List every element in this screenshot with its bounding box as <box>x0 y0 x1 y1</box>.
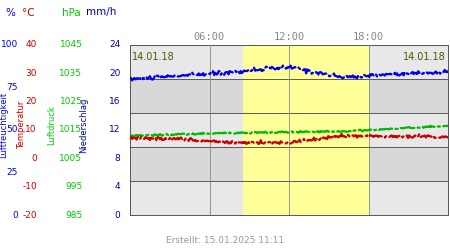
Text: 1045: 1045 <box>59 40 82 50</box>
Text: 16: 16 <box>109 97 121 106</box>
Text: Niederschlag: Niederschlag <box>79 97 88 153</box>
Text: 0: 0 <box>31 154 37 163</box>
Text: 1015: 1015 <box>59 126 82 134</box>
Text: 25: 25 <box>7 168 18 177</box>
Text: mm/h: mm/h <box>86 8 117 18</box>
Bar <box>243 45 369 215</box>
Text: -20: -20 <box>22 210 37 220</box>
Text: 995: 995 <box>65 182 82 191</box>
Text: 50: 50 <box>6 126 18 134</box>
Text: 1035: 1035 <box>59 69 82 78</box>
Text: 0: 0 <box>12 210 18 220</box>
Text: 14.01.18: 14.01.18 <box>132 52 175 62</box>
Text: 0: 0 <box>115 210 121 220</box>
Text: hPa: hPa <box>62 8 81 18</box>
Bar <box>130 45 448 79</box>
Text: 75: 75 <box>6 83 18 92</box>
Text: 12: 12 <box>109 126 121 134</box>
Text: Luftdruck: Luftdruck <box>47 105 56 145</box>
Text: 24: 24 <box>109 40 121 50</box>
Text: °C: °C <box>22 8 34 18</box>
Text: 14.01.18: 14.01.18 <box>403 52 446 62</box>
Text: 4: 4 <box>115 182 121 191</box>
Text: 8: 8 <box>115 154 121 163</box>
Text: %: % <box>6 8 16 18</box>
Text: 1025: 1025 <box>59 97 82 106</box>
Text: 985: 985 <box>65 210 82 220</box>
Text: 1005: 1005 <box>59 154 82 163</box>
Text: 30: 30 <box>25 69 37 78</box>
Text: 40: 40 <box>26 40 37 50</box>
Text: Luftfeuchtigkeit: Luftfeuchtigkeit <box>0 92 9 158</box>
Bar <box>130 147 448 181</box>
Text: Temperatur: Temperatur <box>17 101 26 149</box>
Text: 20: 20 <box>26 97 37 106</box>
Text: 10: 10 <box>25 126 37 134</box>
Text: -10: -10 <box>22 182 37 191</box>
Bar <box>130 113 448 147</box>
Bar <box>130 79 448 113</box>
Text: 100: 100 <box>1 40 18 50</box>
Bar <box>130 181 448 215</box>
Text: Erstellt: 15.01.2025 11:11: Erstellt: 15.01.2025 11:11 <box>166 236 284 245</box>
Text: 20: 20 <box>109 69 121 78</box>
Bar <box>243 45 369 215</box>
